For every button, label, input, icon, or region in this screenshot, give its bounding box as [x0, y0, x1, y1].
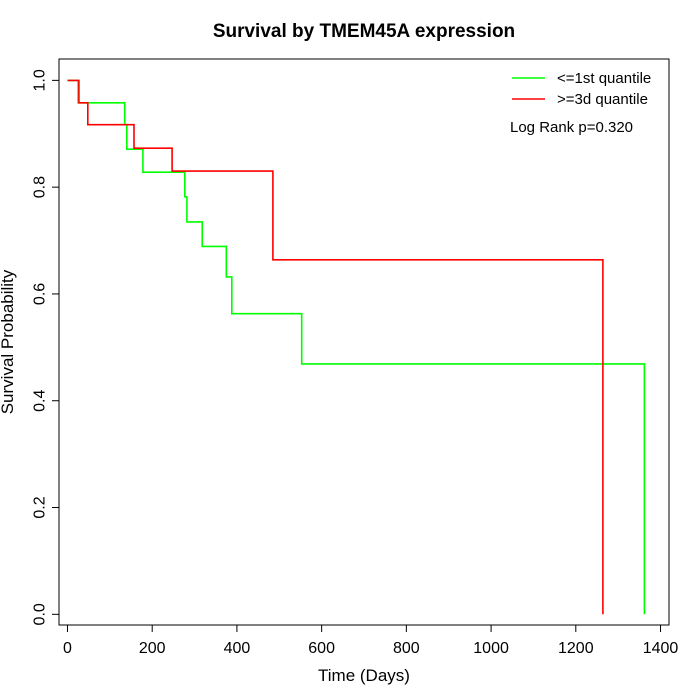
y-tick-label: 1.0	[32, 69, 49, 91]
x-tick-label: 1400	[643, 640, 679, 657]
y-tick-label: 0.6	[32, 283, 49, 305]
y-tick-label: 0.2	[32, 496, 49, 518]
y-axis-label: Survival Probability	[0, 269, 17, 414]
legend-label-low-quantile: <=1st quantile	[557, 70, 651, 87]
legend: <=1st quantile >=3d quantile	[512, 70, 651, 108]
y-axis: 0.0 0.2 0.4 0.6 0.8 1.0	[32, 69, 60, 625]
legend-label-high-quantile: >=3d quantile	[557, 91, 648, 108]
survival-curve-high-quantile	[67, 79, 604, 615]
x-axis-label: Time (Days)	[318, 666, 410, 685]
plot-frame	[58, 58, 670, 626]
x-axis: 0 200 400 600 800 1000 1200 1400	[63, 624, 679, 657]
y-tick-label: 0.0	[32, 603, 49, 625]
x-tick-label: 800	[393, 640, 420, 657]
y-tick-label: 0.8	[32, 176, 49, 198]
x-tick-label: 1000	[473, 640, 509, 657]
x-tick-label: 600	[308, 640, 335, 657]
x-tick-label: 1200	[558, 640, 594, 657]
log-rank-annotation: Log Rank p=0.320	[510, 119, 633, 136]
x-tick-label: 200	[139, 640, 166, 657]
x-tick-label: 400	[224, 640, 251, 657]
y-tick-label: 0.4	[32, 390, 49, 412]
x-tick-label: 0	[63, 640, 72, 657]
chart-title: Survival by TMEM45A expression	[213, 21, 515, 42]
series-layer	[67, 79, 646, 615]
survival-curve-low-quantile	[67, 79, 646, 615]
